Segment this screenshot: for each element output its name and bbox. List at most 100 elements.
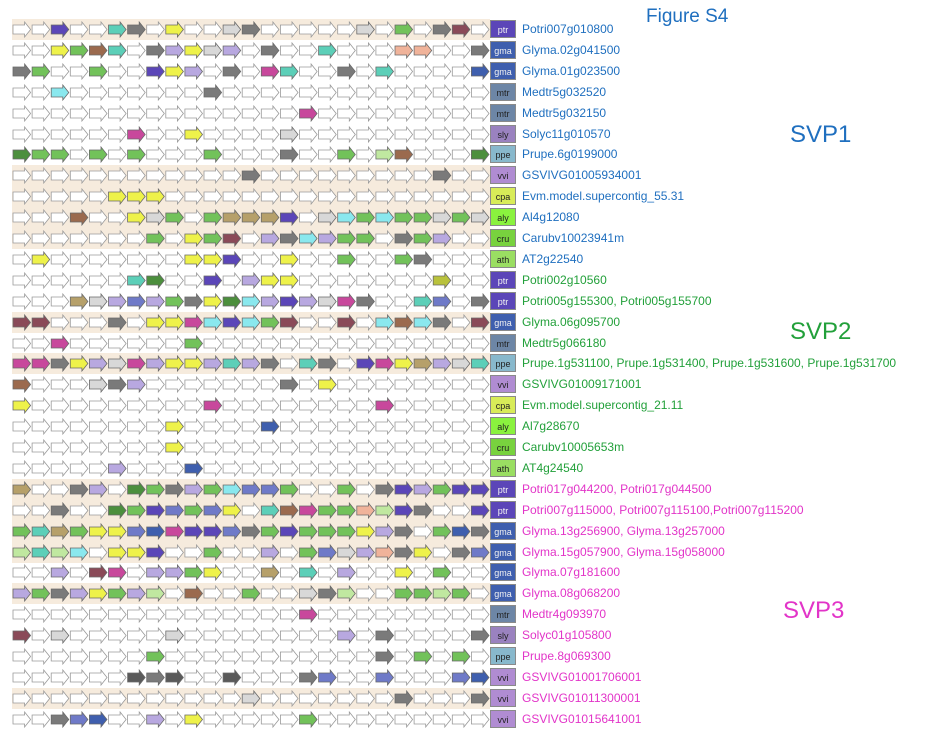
gene-arrow	[413, 376, 433, 394]
gene-track	[12, 459, 490, 477]
gene-arrow	[69, 668, 89, 686]
gene-arrow	[165, 230, 184, 247]
gene-arrow	[413, 459, 433, 477]
gene-arrow	[222, 606, 242, 624]
gene-id-label: AT4g24540	[522, 460, 584, 475]
gene-arrow	[50, 397, 70, 415]
gene-arrow	[241, 188, 261, 206]
gene-track	[12, 564, 490, 582]
gene-arrow	[279, 606, 299, 624]
species-badge: aly	[490, 208, 516, 227]
gene-arrow	[299, 439, 318, 456]
gene-arrow	[451, 564, 471, 582]
gene-arrow	[12, 188, 32, 206]
gene-arrow	[470, 689, 490, 707]
species-badge: ptr	[490, 20, 516, 38]
gene-arrow	[165, 250, 184, 268]
gene-arrow	[299, 271, 318, 289]
gene-track	[12, 209, 490, 227]
gene-arrow	[184, 543, 204, 561]
gene-arrow	[184, 250, 204, 268]
gene-arrow	[222, 439, 242, 456]
gene-arrow	[451, 585, 471, 603]
gene-arrow	[50, 125, 70, 143]
gene-id-label: Glyma.15g057900, Glyma.15g058000	[522, 544, 725, 559]
gene-arrow	[413, 355, 433, 373]
gene-arrow	[337, 668, 356, 686]
gene-arrow	[89, 230, 108, 247]
gene-arrow	[184, 648, 204, 665]
gene-arrow	[337, 83, 356, 101]
gene-arrow	[69, 355, 89, 373]
gene-arrow	[31, 355, 51, 373]
gene-arrow	[337, 627, 356, 645]
gene-arrow	[241, 648, 261, 665]
gene-arrow	[50, 418, 70, 436]
gene-arrow	[299, 250, 318, 268]
gene-arrow	[279, 188, 299, 206]
gene-arrow	[31, 334, 51, 352]
gene-arrow	[470, 62, 490, 80]
gene-id-label: Al4g12080	[522, 210, 580, 225]
gene-arrow	[146, 83, 165, 101]
gene-arrow	[165, 627, 184, 645]
gene-arrow	[279, 41, 299, 59]
gene-arrow	[356, 648, 375, 665]
gene-arrow	[184, 230, 204, 247]
gene-arrow	[451, 21, 471, 38]
gene-arrow	[108, 230, 127, 247]
gene-arrow	[241, 209, 261, 227]
gene-arrow	[356, 585, 375, 603]
gene-arrow	[89, 209, 108, 227]
gene-arrow	[279, 501, 299, 519]
gene-arrow	[470, 271, 490, 289]
gene-arrow	[146, 668, 165, 686]
gene-arrow	[318, 125, 337, 143]
gene-arrow	[337, 146, 356, 164]
gene-arrow	[89, 188, 108, 206]
gene-arrow	[375, 648, 395, 665]
gene-arrow	[279, 167, 299, 185]
gene-arrow	[89, 83, 108, 101]
gene-arrow	[260, 334, 280, 352]
gene-arrow	[260, 21, 280, 38]
gene-arrow	[146, 125, 165, 143]
gene-arrow	[470, 83, 490, 101]
gene-arrow	[222, 668, 242, 686]
gene-arrow	[394, 83, 414, 101]
gene-arrow	[184, 564, 204, 582]
gene-arrow	[222, 585, 242, 603]
gene-arrow	[299, 522, 318, 540]
gene-arrow	[451, 376, 471, 394]
gene-arrow	[184, 689, 204, 707]
gene-arrow	[165, 41, 184, 59]
gene-arrow	[12, 606, 32, 624]
gene-arrow	[470, 41, 490, 59]
gene-arrow	[31, 564, 51, 582]
gene-arrow	[12, 271, 32, 289]
gene-arrow	[146, 21, 165, 38]
species-badge: vvi	[490, 688, 516, 707]
gene-arrow	[318, 62, 337, 80]
gene-arrow	[222, 62, 242, 80]
gene-arrow	[451, 146, 471, 164]
gene-arrow	[299, 167, 318, 185]
gene-arrow	[203, 710, 223, 728]
gene-track	[12, 250, 490, 268]
gene-arrow	[127, 313, 146, 331]
gene-arrow	[69, 125, 89, 143]
gene-track	[12, 418, 490, 436]
gene-arrow	[260, 522, 280, 540]
gene-arrow	[69, 209, 89, 227]
gene-arrow	[12, 104, 32, 122]
species-badge: ath	[490, 249, 516, 268]
gene-track	[12, 689, 490, 707]
gene-arrow	[89, 710, 108, 728]
gene-arrow	[165, 480, 184, 498]
gene-arrow	[375, 501, 395, 519]
gene-arrow	[318, 355, 337, 373]
gene-arrow	[69, 606, 89, 624]
species-badge: ptr	[490, 500, 516, 519]
gene-arrow	[432, 459, 452, 477]
